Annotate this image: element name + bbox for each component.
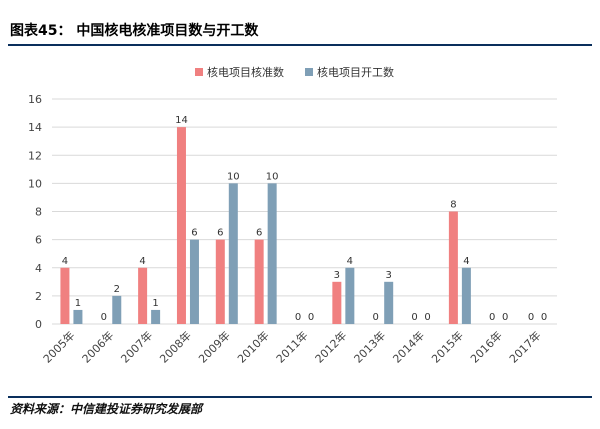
data-label: 10 [227, 171, 240, 182]
x-tick-label: 2014年 [390, 328, 427, 365]
bar-started [151, 309, 161, 324]
bar-started [267, 183, 277, 324]
data-label: 0 [424, 312, 430, 323]
x-tick-label: 2017年 [506, 328, 543, 365]
data-label: 0 [541, 312, 547, 323]
bar-started [189, 239, 199, 324]
y-tick-label: 6 [35, 234, 42, 247]
bar-started [384, 281, 394, 324]
data-label: 0 [489, 312, 495, 323]
y-tick-label: 0 [35, 318, 42, 331]
data-label: 0 [295, 312, 301, 323]
bar-started [345, 267, 355, 324]
bar-started [461, 267, 471, 324]
header-rule [8, 44, 592, 46]
data-label: 0 [528, 312, 534, 323]
y-tick-label: 12 [28, 149, 42, 162]
y-tick-label: 14 [28, 121, 42, 134]
bar-chart: 0246810121416412005年022006年412007年146200… [28, 65, 557, 366]
bar-approved [254, 239, 264, 324]
data-label: 0 [502, 312, 508, 323]
data-label: 6 [217, 228, 223, 239]
x-tick-label: 2005年 [40, 328, 77, 365]
x-tick-label: 2009年 [195, 328, 232, 365]
data-label: 10 [266, 171, 279, 182]
legend-label: 核电项目开工数 [317, 65, 394, 79]
bar-approved [138, 267, 148, 324]
data-label: 0 [308, 312, 314, 323]
y-tick-label: 10 [28, 177, 42, 190]
x-tick-label: 2011年 [273, 328, 310, 365]
x-tick-label: 2007年 [118, 328, 155, 365]
data-label: 0 [373, 312, 379, 323]
data-label: 14 [175, 115, 188, 126]
bar-started [112, 295, 122, 324]
bar-approved [215, 239, 225, 324]
data-label: 6 [191, 228, 197, 239]
x-tick-label: 2010年 [234, 328, 271, 365]
y-tick-label: 4 [35, 262, 42, 275]
footer-rule [8, 396, 592, 398]
bar-approved [332, 281, 342, 324]
x-tick-label: 2013年 [351, 328, 388, 365]
y-tick-label: 16 [28, 93, 42, 106]
data-label: 2 [114, 284, 120, 295]
data-label: 3 [386, 270, 392, 281]
x-tick-label: 2016年 [467, 328, 504, 365]
data-label: 1 [75, 298, 81, 309]
figure-title: 图表45： 中国核电核准项目数与开工数 [10, 23, 259, 39]
y-tick-label: 2 [35, 290, 42, 303]
bar-started [228, 183, 238, 324]
bar-started [73, 309, 83, 324]
legend-swatch-1 [305, 68, 313, 76]
x-tick-label: 2006年 [79, 328, 116, 365]
data-label: 4 [139, 256, 145, 267]
x-tick-label: 2012年 [312, 328, 349, 365]
data-label: 0 [101, 312, 107, 323]
figure-header: 图表45： 中国核电核准项目数与开工数 [0, 0, 600, 46]
data-label: 4 [463, 256, 469, 267]
y-tick-label: 8 [35, 206, 42, 219]
data-label: 1 [152, 298, 158, 309]
data-label: 6 [256, 228, 262, 239]
data-label: 3 [334, 270, 340, 281]
x-tick-label: 2015年 [429, 328, 466, 365]
bar-approved [448, 211, 458, 324]
bar-approved [60, 267, 70, 324]
source-note: 资料来源：中信建投证券研究发展部 [10, 402, 203, 416]
data-label: 4 [347, 256, 353, 267]
data-label: 8 [450, 200, 456, 211]
bar-approved [176, 127, 186, 324]
legend-label: 核电项目核准数 [207, 65, 284, 79]
data-label: 4 [62, 256, 68, 267]
data-label: 0 [411, 312, 417, 323]
legend-swatch-0 [195, 68, 203, 76]
x-tick-label: 2008年 [157, 328, 194, 365]
